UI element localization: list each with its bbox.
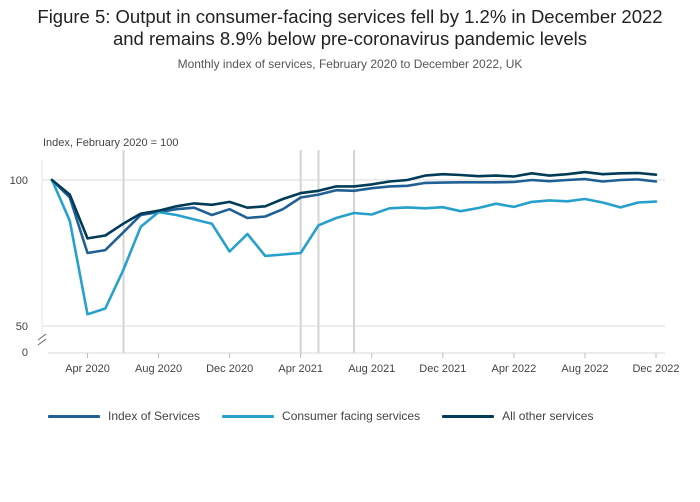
legend-label: Index of Services — [108, 409, 201, 423]
chart-title-line-1: Figure 5: Output in consumer-facing serv… — [37, 6, 663, 27]
y-axis-label: Index, February 2020 = 100 — [43, 137, 178, 149]
x-tick-label-14: Apr 2021 — [278, 363, 323, 375]
legend-swatch — [48, 414, 100, 418]
legend-swatch — [222, 414, 275, 418]
axis-break-mark-1 — [37, 333, 47, 341]
chart-legend: Index of Services Consumer facing service… — [48, 409, 615, 423]
x-tick-label-26: Apr 2022 — [492, 363, 537, 375]
y-tick-label-0: 0 — [22, 347, 28, 359]
legend-item-2[interactable]: Consumer facing services — [222, 409, 420, 423]
legend-label: All other services — [502, 409, 594, 423]
legend-label: Consumer facing services — [282, 409, 421, 423]
chart-subtitle: Monthly index of services, February 2020… — [177, 57, 523, 71]
x-tick-label-10: Dec 2020 — [206, 363, 253, 375]
y-tick-label-100: 100 — [10, 175, 28, 187]
series-line-all-other-services — [50, 170, 658, 240]
legend-item-3[interactable]: All other services — [442, 409, 593, 423]
series-line-index-of-services — [50, 177, 658, 255]
legend-swatch — [442, 414, 495, 418]
x-tick-label-22: Dec 2021 — [419, 363, 466, 375]
series-line-consumer-facing-services — [50, 178, 658, 316]
legend-item-1[interactable]: Index of Services — [48, 409, 200, 423]
axis-break-mark-2 — [37, 338, 47, 346]
chart-title-line-2: and remains 8.9% below pre-coronavirus p… — [112, 28, 588, 49]
x-tick-label-18: Aug 2021 — [348, 363, 395, 375]
x-tick-label-2: Apr 2020 — [65, 363, 110, 375]
x-tick-label-34: Dec 2022 — [632, 363, 679, 375]
x-tick-label-30: Aug 2022 — [561, 363, 608, 375]
x-tick-label-6: Aug 2020 — [135, 363, 182, 375]
chart-title: Figure 5: Output in consumer-facing serv… — [0, 6, 700, 50]
y-tick-label-50: 50 — [16, 321, 28, 333]
